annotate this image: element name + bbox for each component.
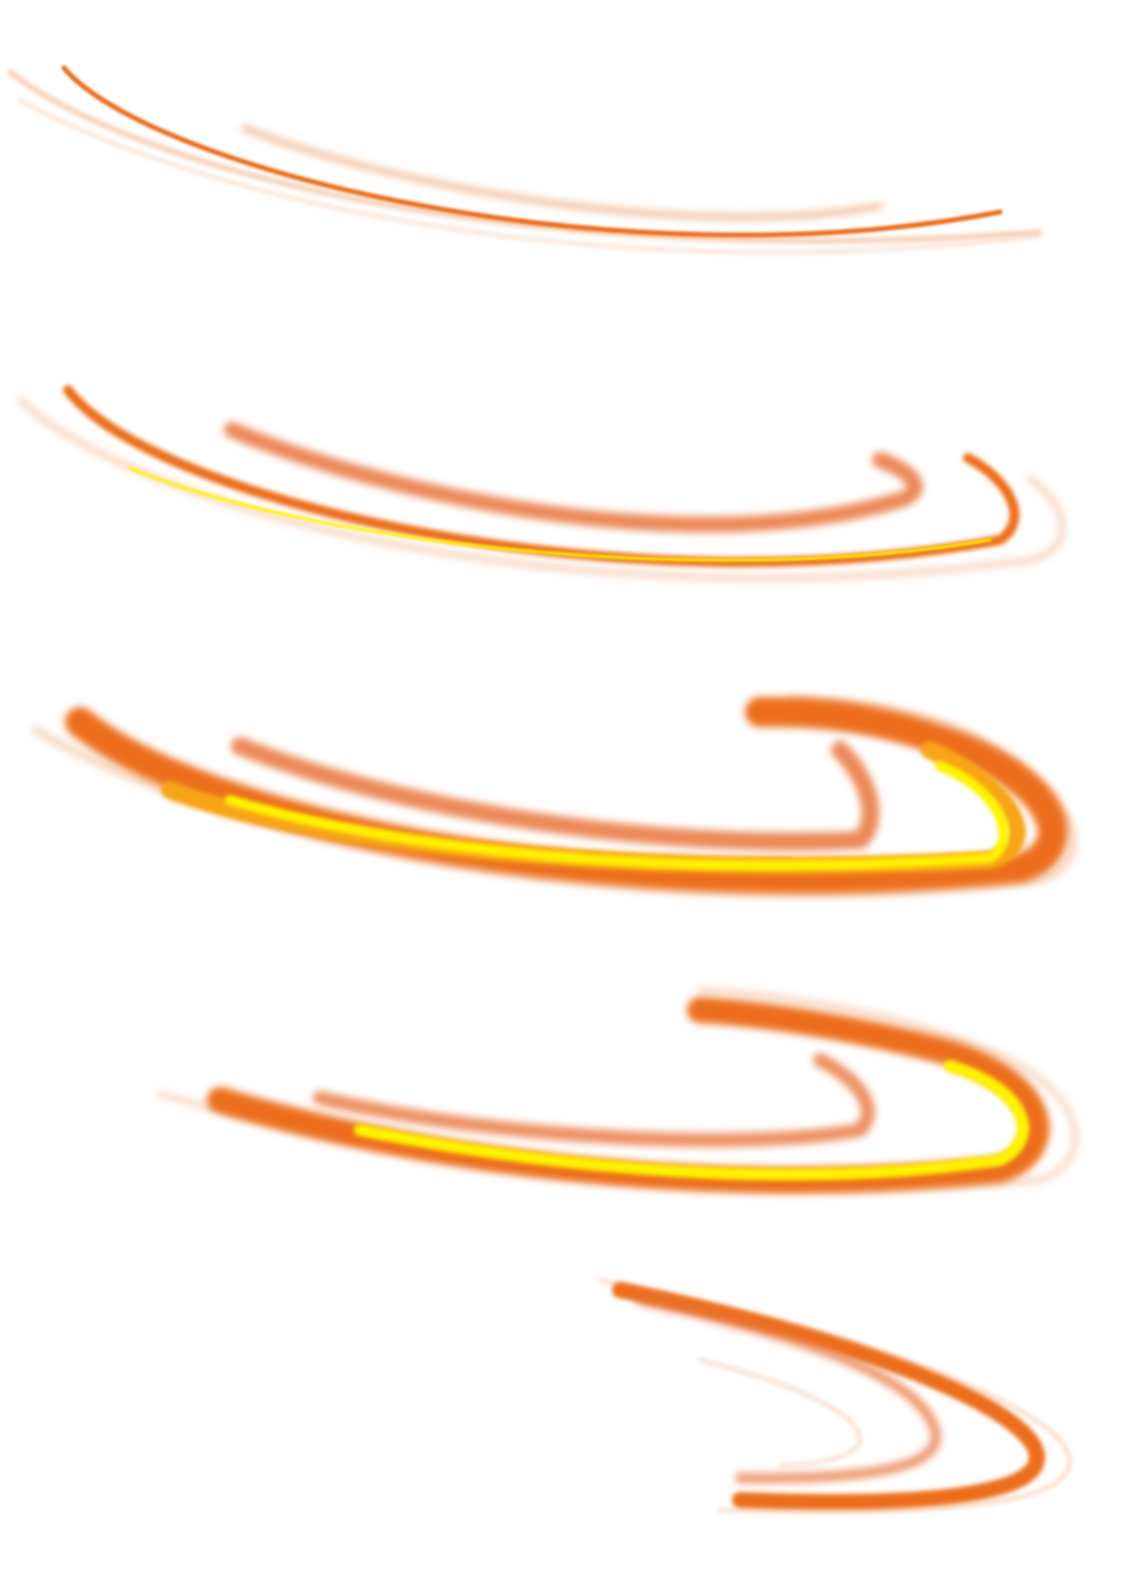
swoosh-stroke [128, 466, 992, 562]
swoosh-stroke [225, 761, 1009, 871]
swoosh-stroke [18, 98, 1042, 254]
swoosh-stroke [241, 125, 883, 221]
swoosh-stroke [612, 1282, 1045, 1510]
swoosh-stroke [61, 65, 1003, 238]
swoosh-stroke [231, 737, 880, 851]
swoosh-frame-5 [598, 1278, 1072, 1514]
swoosh-stroke [63, 385, 1020, 567]
swoosh-frame-4 [157, 987, 1079, 1194]
swoosh-frame-1 [7, 65, 1043, 254]
swoosh-stroke [354, 1060, 1029, 1181]
swoosh-stroke [7, 69, 1043, 244]
swoosh-stroke [207, 997, 1050, 1194]
swoosh-stroke [224, 422, 923, 533]
swoosh-stroke [157, 987, 1079, 1192]
swoosh-frame-2 [17, 385, 1066, 581]
swoosh-stroke [698, 1358, 863, 1467]
swoosh-frame-3 [32, 696, 1077, 898]
swoosh-stroke [313, 1053, 875, 1147]
swoosh-stroke [635, 1295, 941, 1484]
